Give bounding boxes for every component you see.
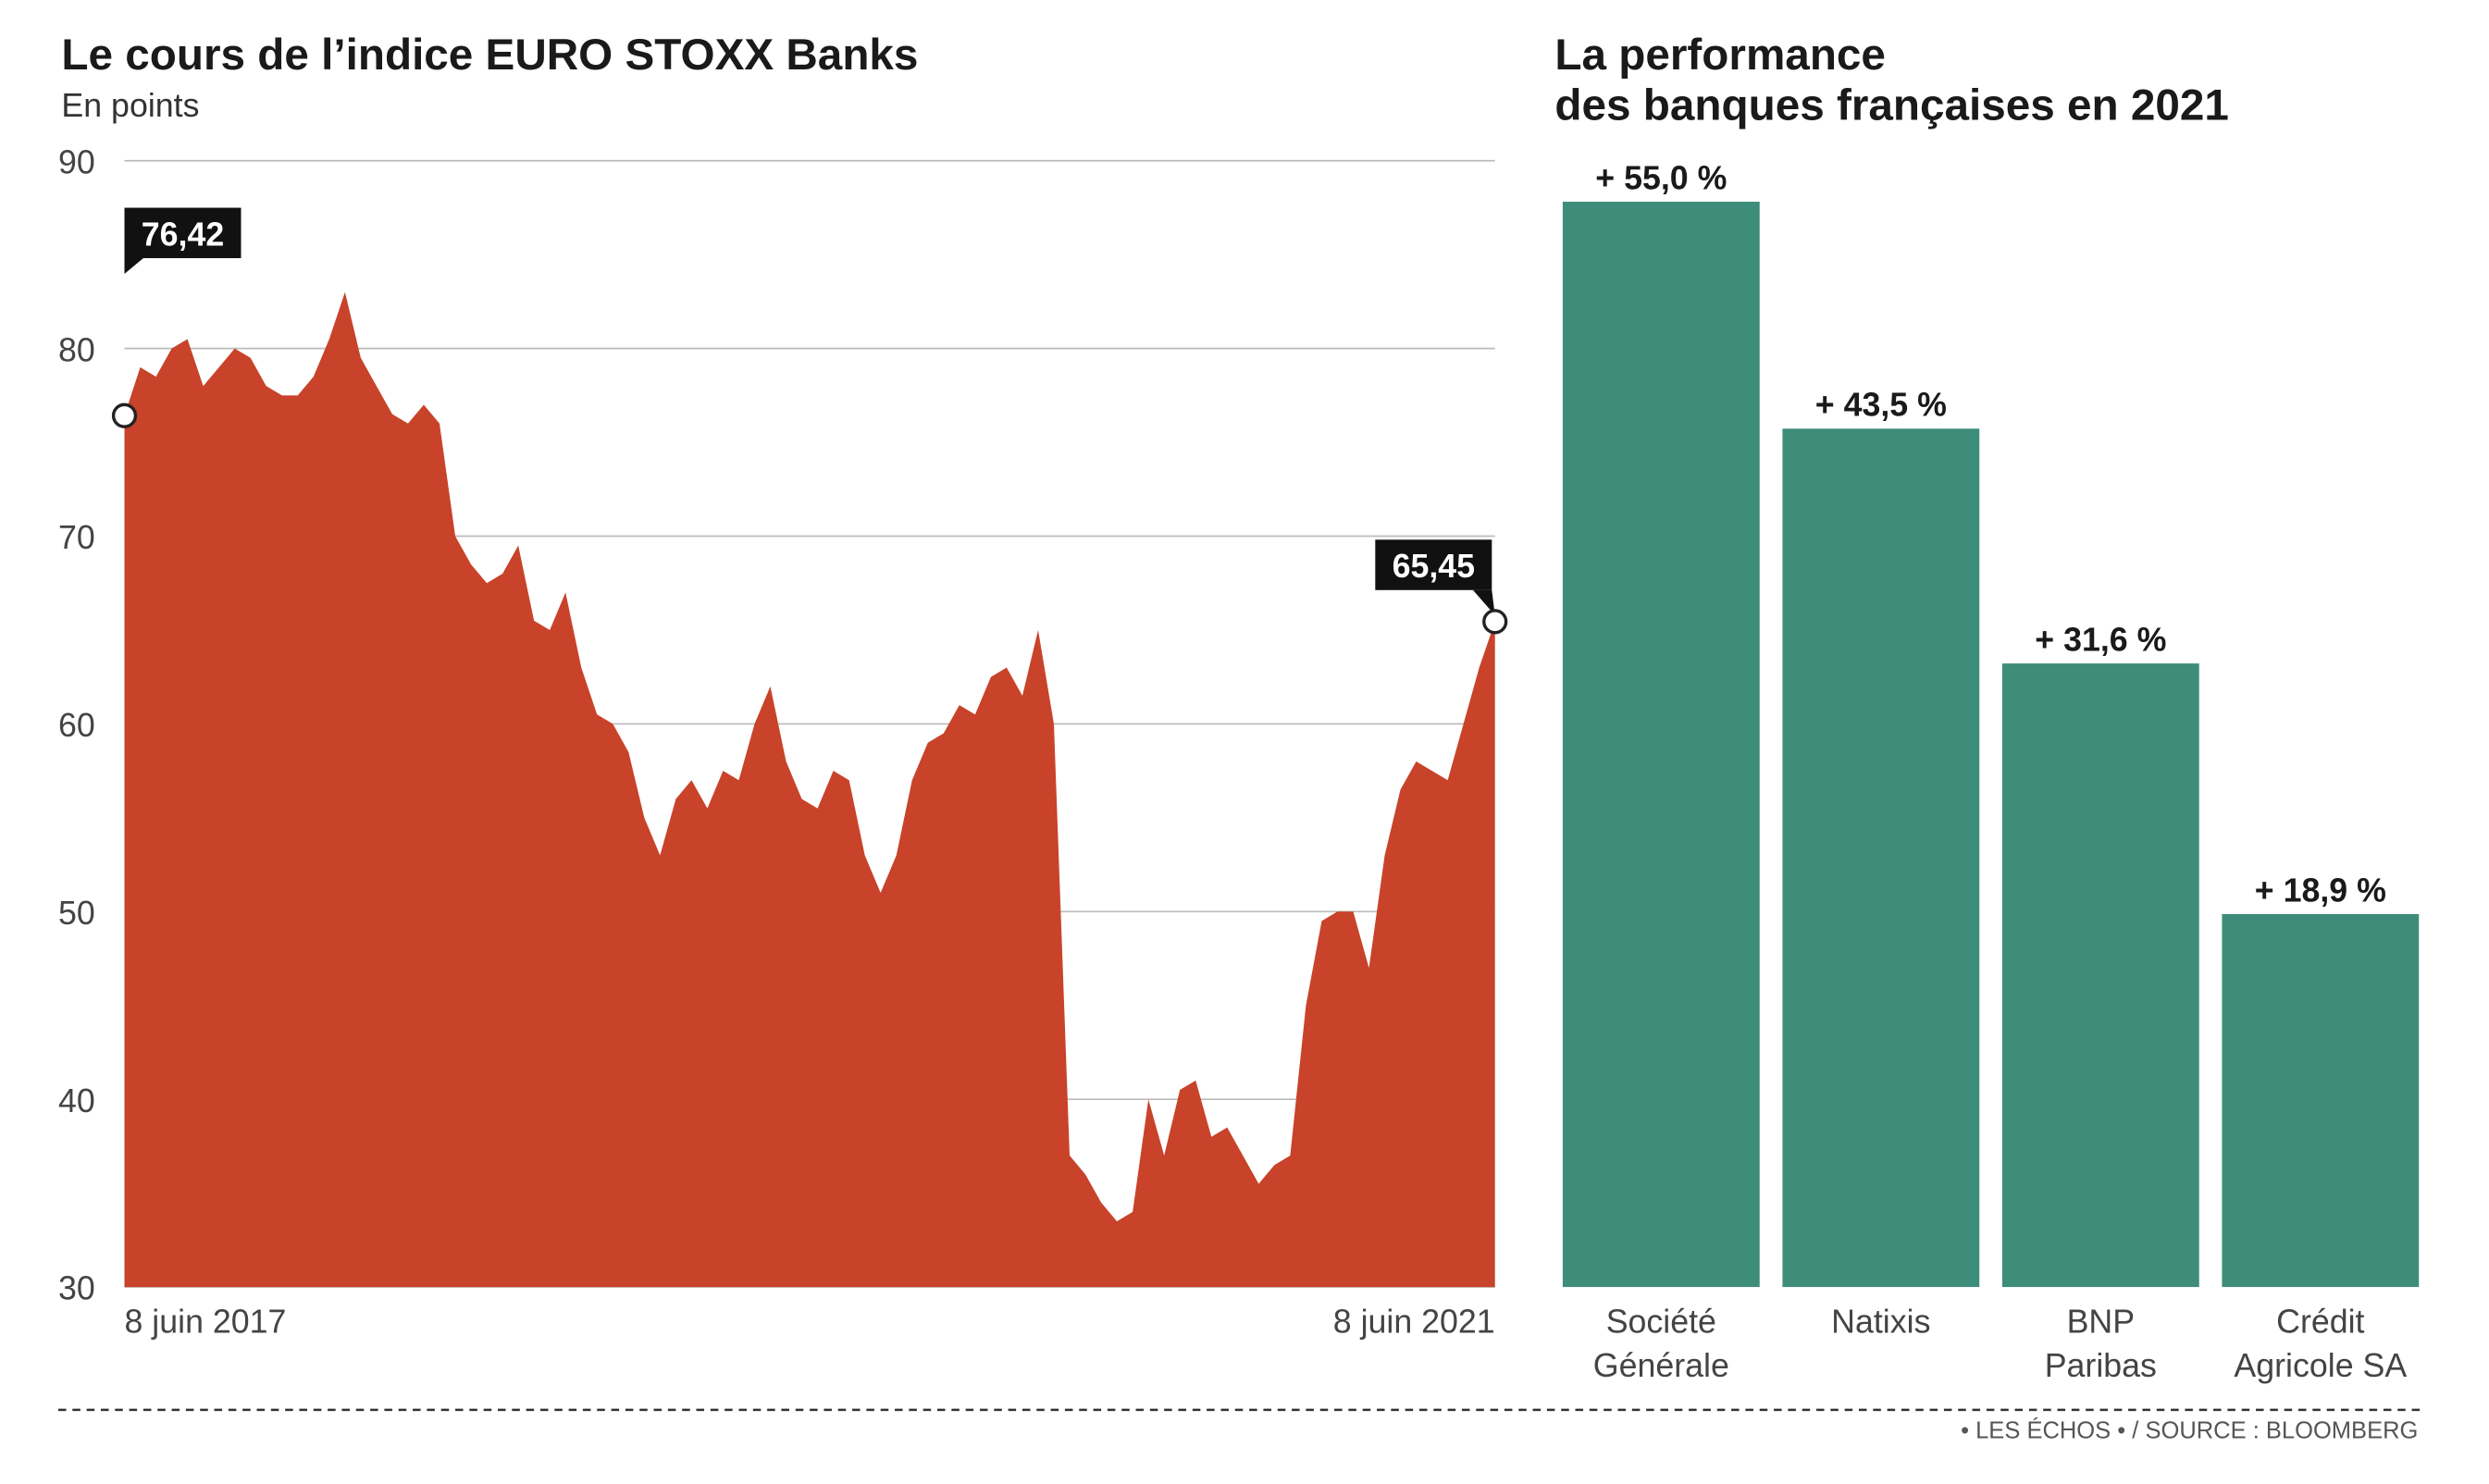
bar bbox=[2001, 663, 2199, 1288]
y-tick-label: 40 bbox=[58, 1082, 95, 1119]
content: Le cours de l’indice EURO STOXX Banks En… bbox=[57, 31, 2425, 1444]
annotation-box bbox=[1375, 539, 1492, 590]
chart-title: Le cours de l’indice EURO STOXX Banks bbox=[61, 31, 918, 80]
bar bbox=[1562, 202, 1760, 1288]
chart-subtitle: En points bbox=[61, 87, 199, 124]
annotation-label: 65,45 bbox=[1393, 548, 1475, 585]
annotation-box bbox=[124, 207, 241, 259]
annotation-pointer bbox=[124, 258, 143, 275]
x-tick-label: Agricole SA bbox=[2234, 1347, 2407, 1384]
chart-title: des banques françaises en 2021 bbox=[1554, 81, 2228, 130]
chart-title: La performance bbox=[1554, 31, 1886, 80]
annotation-label: 76,42 bbox=[142, 216, 224, 253]
point-marker bbox=[111, 402, 138, 428]
value-label: + 18,9 % bbox=[2255, 872, 2386, 909]
y-tick-label: 50 bbox=[58, 895, 95, 932]
x-tick-label: Société bbox=[1606, 1303, 1716, 1340]
x-tick-label: BNP bbox=[2067, 1303, 2136, 1340]
x-tick-label: Crédit bbox=[2276, 1303, 2364, 1340]
y-tick-label: 70 bbox=[58, 519, 95, 556]
bar bbox=[1782, 428, 1980, 1288]
y-tick-label: 80 bbox=[58, 331, 95, 368]
x-tick-label: 8 juin 2017 bbox=[125, 1303, 287, 1340]
value-label: + 31,6 % bbox=[2035, 621, 2166, 658]
y-tick-label: 30 bbox=[58, 1270, 95, 1307]
x-tick-label: Générale bbox=[1593, 1347, 1729, 1384]
footer: • LES ÉCHOS • / SOURCE : BLOOMBERG bbox=[1961, 1417, 2418, 1444]
y-tick-label: 60 bbox=[58, 707, 95, 744]
y-tick-label: 90 bbox=[58, 143, 95, 180]
area bbox=[124, 291, 1495, 1288]
bar bbox=[2222, 913, 2420, 1288]
x-tick-label: 8 juin 2021 bbox=[1333, 1303, 1495, 1340]
point-marker bbox=[1482, 609, 1508, 635]
x-tick-label: Natixis bbox=[1831, 1303, 1930, 1340]
value-label: + 55,0 % bbox=[1595, 159, 1727, 196]
value-label: + 43,5 % bbox=[1815, 387, 1947, 424]
x-tick-label: Paribas bbox=[2045, 1347, 2157, 1384]
